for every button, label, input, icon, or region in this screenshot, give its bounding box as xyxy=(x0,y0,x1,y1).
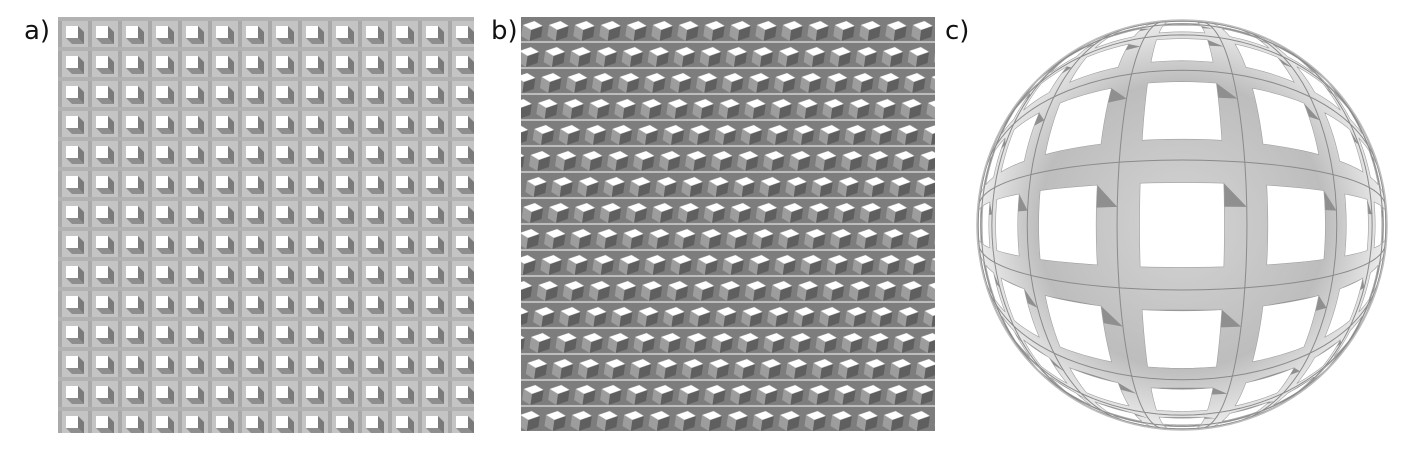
sphere-cell-top xyxy=(1234,367,1295,407)
sphere-cell-top xyxy=(1296,339,1341,384)
sphere-cell-top xyxy=(1001,315,1031,357)
sphere-cell-top xyxy=(1044,295,1112,363)
sphere-cell-top xyxy=(1296,66,1341,111)
sphere-cell-top xyxy=(1050,44,1092,74)
sphere-cell-top xyxy=(1358,137,1379,186)
sphere-cell-top xyxy=(1150,387,1214,412)
sphere-cell-top xyxy=(981,201,991,249)
sphere-cell-top xyxy=(1069,367,1130,407)
panel-label-a: a) xyxy=(24,16,51,46)
sphere-cell-top xyxy=(1069,43,1130,83)
sphere-outline xyxy=(976,19,1388,431)
sphere-cell-top xyxy=(1150,38,1214,63)
sphere-cell-top xyxy=(985,264,1006,313)
sphere-cell-top xyxy=(1023,66,1068,111)
cube-lattice-spherical-view xyxy=(976,19,1388,431)
sphere-cell-top xyxy=(1344,193,1369,257)
sphere-cell-top xyxy=(995,193,1020,257)
sphere-cell-top xyxy=(1252,295,1320,363)
sphere-cell-top xyxy=(1324,112,1364,173)
sphere-cell-top xyxy=(1158,24,1206,34)
sphere-cell-top xyxy=(1094,28,1143,49)
sphere-cell-top xyxy=(1094,401,1143,422)
sphere-cell-top xyxy=(1038,184,1098,266)
sphere-cell-top xyxy=(1141,309,1223,369)
sphere-cell-top xyxy=(1044,87,1112,155)
sphere-cells xyxy=(977,20,1387,430)
panel-label-c: c) xyxy=(945,16,970,46)
sphere-cell-top xyxy=(1252,87,1320,155)
sphere-cell-top xyxy=(1139,182,1225,268)
sphere-cell-top xyxy=(1023,339,1068,384)
sphere-cell-top xyxy=(1358,264,1379,313)
sphere-cell-top xyxy=(1221,28,1270,49)
cube-lattice-front-view xyxy=(58,17,474,433)
sphere-cell-top xyxy=(1141,81,1223,141)
sphere-cell-top xyxy=(1333,93,1363,135)
sphere-cell-top xyxy=(1266,184,1326,266)
lattice-fill-b xyxy=(521,17,935,431)
sphere-cell-top xyxy=(1221,401,1270,422)
sphere-cell-top xyxy=(1001,93,1031,135)
sphere-cell-top xyxy=(1158,416,1206,426)
cube-lattice-oblique-view xyxy=(521,17,935,431)
sphere-cell-top xyxy=(1000,112,1040,173)
sphere-cell-top xyxy=(985,137,1006,186)
sphere-cell-top xyxy=(1234,43,1295,83)
sphere-cell-top xyxy=(1000,277,1040,338)
sphere-cell-top xyxy=(1050,376,1092,406)
sphere-cell-top xyxy=(1373,201,1383,249)
sphere-cell-top xyxy=(1324,277,1364,338)
sphere-cell-top xyxy=(1272,44,1314,74)
panel-label-b: b) xyxy=(491,16,518,46)
lattice-fill-a xyxy=(58,17,474,433)
